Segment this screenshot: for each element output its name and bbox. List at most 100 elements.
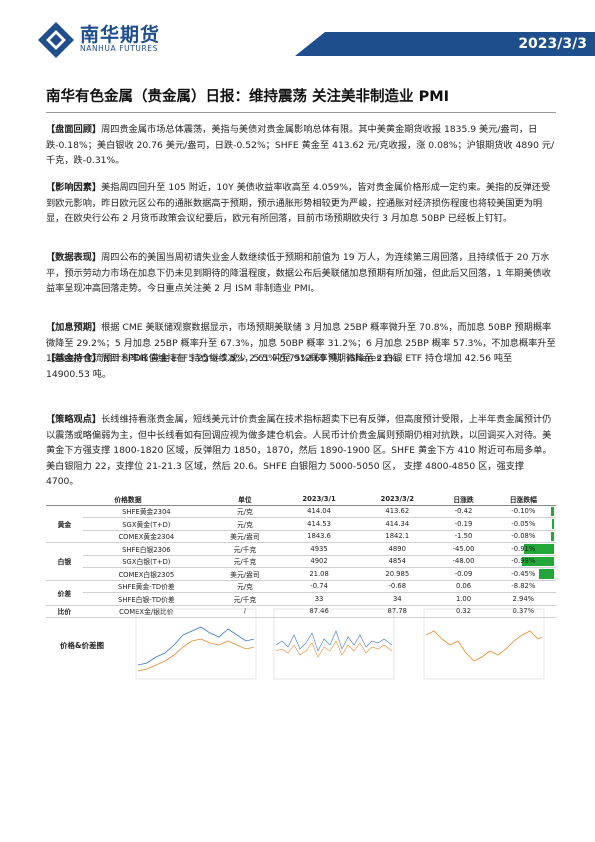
pct-text: -8.82% [511, 582, 536, 591]
group-label: 价差 [46, 580, 83, 606]
report-title: 南华有色金属（贵金属）日报：维持震荡 关注美非制造业 PMI [46, 89, 450, 105]
table-cell-d1: 1843.6 [279, 530, 359, 543]
col-header: 2023/3/1 [279, 493, 359, 506]
pct-text: 0.37% [512, 607, 535, 616]
charts-label: 价格&价差图 [60, 641, 105, 650]
table-cell-item: COMEX黄金2304 [82, 530, 210, 543]
col-header: 单位 [209, 493, 280, 506]
change-bar [550, 506, 554, 516]
spread-chart [273, 608, 395, 680]
price-table: 价格数据 单位 2023/3/1 2023/3/2 日涨跌 日涨跌幅 黄金 SHF… [46, 493, 556, 618]
table-header-row: 价格数据 单位 2023/3/1 2023/3/2 日涨跌 日涨跌幅 [46, 493, 556, 506]
table-cell-item: COMEX白银2305 [82, 567, 210, 581]
table-cell-chg: 0.32 [436, 605, 491, 618]
table-cell-chg: -0.09 [436, 567, 491, 581]
table-cell-item: SHFE黄金2304 [82, 505, 210, 518]
brand-name-cn: 南华期货 [80, 24, 161, 46]
section-factors: 【影响因素】美指周四回升至 105 附近，10Y 美债收益率收高至 4.059%… [46, 180, 556, 227]
table-cell-d2: 1842.1 [358, 530, 437, 543]
table-cell-item: SHFE白银2306 [82, 542, 210, 556]
table-cell-d1: 4935 [279, 542, 359, 556]
table-cell-d2: 34 [358, 592, 437, 606]
section-text: 根据 CME 美联储观察数据显示，市场预期美联储 3 月加息 25BP 概率微升… [46, 322, 556, 364]
section-data: 【数据表现】周四公布的美国当周初请失业金人数继续低于预期和前值为 19 万人，为… [46, 250, 556, 297]
table-cell-item: SHFE黄金-TD价差 [82, 580, 210, 593]
group-label: 白银 [46, 542, 83, 581]
table-cell-pct: -8.82% [490, 580, 556, 593]
table-cell-d2: -0.68 [358, 580, 437, 593]
table-cell-pct: 0.37% [490, 605, 556, 618]
section-market-review: 【盘面回顾】周四贵金属市场总体震荡，美指与美债对贵金属影响总体有限。其中美黄金期… [46, 122, 556, 169]
table-cell-item: SGX白银(T+D) [82, 555, 210, 568]
table-row: SGX白银(T+D) 元/千克 4902 4854 -48.00 -0.98% [46, 555, 556, 568]
table-cell-pct: -0.05% [490, 517, 556, 531]
section-label: 【加息预期】 [46, 322, 102, 333]
change-bar [521, 556, 554, 566]
table-cell-pct: -0.10% [490, 505, 556, 518]
section-text: 周四公布的美国当周初请失业金人数继续低于预期和前值为 19 万人，为连续第三周回… [46, 252, 551, 294]
table-cell-chg: -0.19 [436, 517, 491, 531]
change-bar [552, 519, 554, 529]
section-text: 长线维持看涨贵金属，短线美元计价贵金属在技术指标超卖下已有反弹，但高度预计受限，… [46, 414, 552, 487]
chart-frame [135, 608, 257, 680]
col-header: 日涨跌 [436, 493, 491, 506]
section-label: 【基金持仓】 [46, 353, 102, 364]
nanhua-logo-icon [38, 22, 74, 58]
table-cell-d1: 21.08 [279, 567, 359, 581]
table-cell-d2: 414.34 [358, 517, 437, 531]
pct-text: -0.10% [511, 507, 536, 516]
chart-line [275, 630, 393, 652]
table-cell-unit: 元/克 [209, 580, 280, 593]
table-cell-chg: -45.00 [436, 542, 491, 556]
chart-line [137, 626, 255, 666]
table-cell-d2: 4854 [358, 555, 437, 568]
table-row: SGX黄金(T+D) 元/克 414.53 414.34 -0.19 -0.05% [46, 517, 556, 531]
col-header: 日涨跌幅 [490, 493, 556, 506]
table-cell-unit: 美元/盎司 [209, 530, 280, 543]
table-cell-unit: 元/千克 [209, 555, 280, 568]
table-cell-d1: 414.53 [279, 517, 359, 531]
date-banner [295, 32, 595, 56]
table-cell-pct: -0.08% [490, 530, 556, 543]
table-cell-unit: 元/克 [209, 505, 280, 518]
chart-frame [273, 608, 395, 680]
section-strategy: 【策略观点】长线维持看涨贵金属，短线美元计价贵金属在技术指标超卖下已有反弹，但高… [46, 412, 556, 490]
table-cell-unit: 元/克 [209, 517, 280, 531]
col-header: 2023/3/2 [358, 493, 437, 506]
section-label: 【数据表现】 [46, 252, 102, 263]
change-bar [524, 544, 554, 554]
section-text: 周四贵金属市场总体震荡，美指与美债对贵金属影响总体有限。其中美黄金期货收报 18… [46, 124, 555, 166]
table-cell-d1: 414.04 [279, 505, 359, 518]
pct-text: 2.94% [512, 594, 535, 603]
table-cell-chg: 1.00 [436, 592, 491, 606]
section-label: 【盘面回顾】 [46, 124, 102, 135]
pct-text: -0.98% [511, 557, 536, 566]
section-label: 【策略观点】 [46, 414, 102, 425]
change-bar [551, 531, 554, 541]
table-row: COMEX黄金2304 美元/盎司 1843.6 1842.1 -1.50 -0.08% [46, 530, 556, 543]
table-cell-d2: 413.62 [358, 505, 437, 518]
section-label: 【影响因素】 [46, 182, 102, 193]
report-header: 南华期货 NANHUA FUTURES 2023/3/3 [0, 0, 595, 70]
brand-name-en: NANHUA FUTURES [80, 44, 158, 53]
table-row: 黄金 SHFE黄金2304 元/克 414.04 413.62 -0.42 -0.10% [46, 505, 556, 543]
table-cell-chg: -0.42 [436, 505, 491, 518]
table-cell-d1: -0.74 [279, 580, 359, 593]
pct-text: -0.05% [511, 519, 536, 528]
table-cell-d2: 20.985 [358, 567, 437, 581]
table-cell-pct: -0.98% [490, 555, 556, 568]
section-text: 周四 SPDR 黄金 ETF 持仓继续减少 2.61 吨至 912.69 吨；i… [46, 353, 513, 380]
table-row: COMEX白银2305 美元/盎司 21.08 20.985 -0.09 -0.45% [46, 567, 556, 581]
table-cell-item: SGX黄金(T+D) [82, 517, 210, 531]
table-cell-pct: -0.45% [490, 567, 556, 581]
section-fund-holdings: 【基金持仓】周四 SPDR 黄金 ETF 持仓继续减少 2.61 吨至 912.… [46, 351, 556, 382]
table-cell-unit: 美元/盎司 [209, 567, 280, 581]
pct-text: -0.45% [511, 569, 536, 578]
table-cell-unit: / [209, 605, 280, 618]
table-cell-d2: 4890 [358, 542, 437, 556]
table-cell-item: COMEX金/银比价 [82, 605, 210, 618]
table-cell-d1: 4902 [279, 555, 359, 568]
group-label: 比价 [46, 605, 83, 618]
price-chart-1 [135, 608, 257, 680]
ratio-chart [423, 608, 545, 680]
